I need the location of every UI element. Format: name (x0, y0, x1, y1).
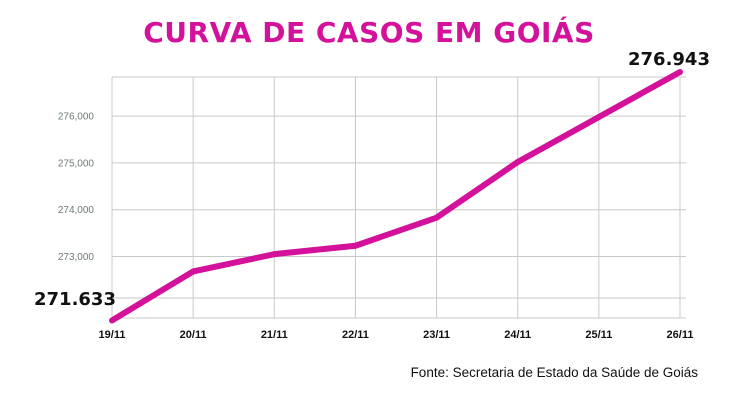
data-point (677, 69, 683, 75)
x-tick-label: 19/11 (99, 329, 126, 341)
x-tick-label: 21/11 (261, 329, 288, 341)
y-tick-label: 276,000 (58, 112, 95, 123)
series-layer (109, 69, 683, 324)
data-point (190, 268, 197, 275)
x-tick-label: 23/11 (423, 329, 450, 341)
first-value-label: 271.633 (34, 289, 116, 310)
x-tick-label: 22/11 (342, 329, 369, 341)
data-point (109, 317, 115, 324)
source-note: Fonte: Secretaria de Estado da Saúde de … (410, 365, 698, 380)
x-tick-label: 20/11 (180, 329, 207, 341)
y-tick-label: 274,000 (58, 205, 95, 216)
series-line (110, 69, 682, 324)
data-point (352, 242, 359, 249)
x-tick-label: 26/11 (667, 329, 694, 341)
grid (111, 76, 686, 319)
chart-title: CURVA DE CASOS EM GOIÁS (143, 16, 595, 49)
x-tick-label: 24/11 (504, 329, 531, 341)
data-point (433, 214, 440, 221)
data-point (595, 114, 602, 121)
data-point (514, 158, 521, 165)
y-axis-ticks: 273,000 274,000 275,000 276,000 (58, 112, 95, 263)
last-value-label: 276.943 (628, 49, 710, 70)
x-tick-label: 25/11 (585, 329, 612, 341)
y-tick-label: 275,000 (58, 158, 95, 169)
y-tick-label: 273,000 (58, 252, 95, 263)
data-point (271, 251, 278, 258)
x-axis-ticks: 19/11 20/11 21/11 22/11 23/11 24/11 25/11 26/11 (99, 329, 694, 341)
